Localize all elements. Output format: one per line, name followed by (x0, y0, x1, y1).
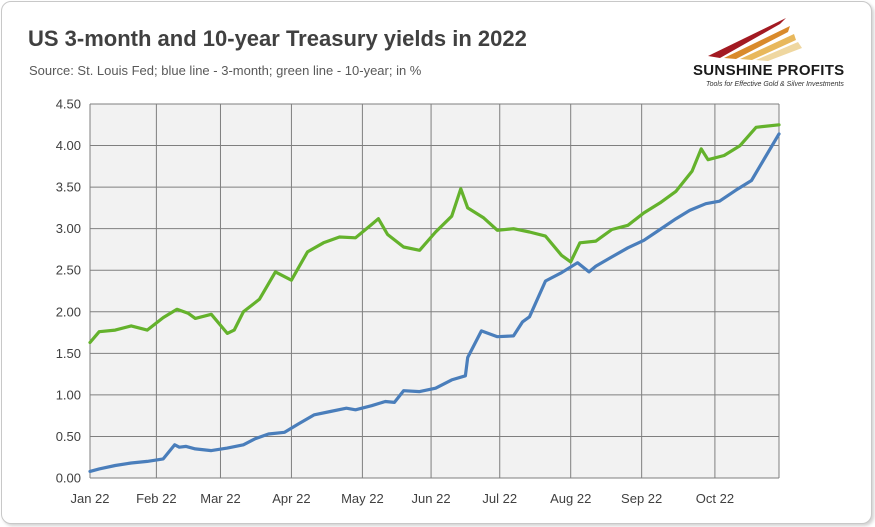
y-tick-label: 2.00 (56, 304, 81, 319)
x-tick-label: Jul 22 (482, 491, 517, 506)
y-tick-label: 2.50 (56, 263, 81, 278)
gridlines (89, 103, 780, 479)
series-line-three-month (88, 132, 781, 473)
x-tick-label: Oct 22 (696, 491, 734, 506)
y-tick-label: 3.00 (56, 221, 81, 236)
x-tick-label: Sep 22 (621, 491, 662, 506)
y-tick-label: 4.50 (56, 97, 81, 112)
y-tick-label: 1.00 (56, 387, 81, 402)
series-lines (88, 123, 781, 473)
logo-sunrays-icon (708, 18, 802, 61)
x-tick-label: Mar 22 (200, 491, 240, 506)
chart-subtitle: Source: St. Louis Fed; blue line - 3-mon… (29, 63, 422, 78)
x-tick-label: Jun 22 (412, 491, 451, 506)
logo-tagline: Tools for Effective Gold & Silver Invest… (706, 81, 844, 88)
sunshine-profits-logo: SUNSHINE PROFITS Tools for Effective Gol… (690, 12, 865, 92)
y-tick-label: 0.50 (56, 429, 81, 444)
x-tick-label: Aug 22 (550, 491, 591, 506)
y-axis-tick-labels: 0.00 0.50 1.00 1.50 2.00 2.50 3.00 3.50 4.00 4.50 (56, 97, 81, 486)
x-tick-label: Feb 22 (136, 491, 176, 506)
y-tick-label: 0.00 (56, 471, 81, 486)
x-tick-label: May 22 (341, 491, 384, 506)
series-line-ten-year (88, 123, 781, 345)
plot-area (90, 104, 779, 478)
logo-name: SUNSHINE PROFITS (693, 62, 845, 79)
x-axis-tick-labels: Jan 22 Feb 22 Mar 22 Apr 22 May 22 Jun 22 Jul … (70, 491, 734, 506)
x-tick-label: Apr 22 (272, 491, 310, 506)
x-tick-label: Jan 22 (70, 491, 109, 506)
y-tick-label: 3.50 (56, 180, 81, 195)
y-tick-label: 1.50 (56, 346, 81, 361)
y-tick-label: 4.00 (56, 138, 81, 153)
chart-title: US 3-month and 10-year Treasury yields i… (28, 26, 527, 51)
